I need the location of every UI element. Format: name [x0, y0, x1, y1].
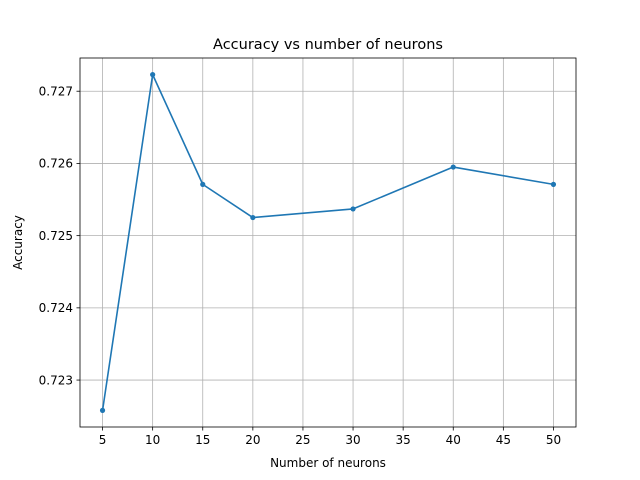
- plot-frame: [79, 57, 577, 428]
- y-tick-label: 0.726: [39, 157, 73, 171]
- x-tick-label: 35: [396, 433, 411, 447]
- x-tick-label: 25: [295, 433, 310, 447]
- x-tick-label: 50: [546, 433, 561, 447]
- data-point: [450, 164, 456, 170]
- x-tick-label: 15: [195, 433, 210, 447]
- x-tick-label: 40: [446, 433, 461, 447]
- y-tick-label: 0.723: [39, 373, 73, 387]
- data-point: [550, 181, 557, 187]
- x-axis: 5 10 15 20 25 30 35 40 45 50: [99, 427, 561, 447]
- data-point: [150, 72, 156, 78]
- chart-title: Accuracy vs number of neurons: [213, 37, 443, 53]
- y-tick-label: 0.724: [39, 301, 73, 315]
- y-tick-label: 0.727: [39, 85, 73, 99]
- data-point: [200, 181, 206, 187]
- grid: [80, 58, 576, 427]
- x-tick-label: 5: [99, 433, 107, 447]
- x-tick-label: 10: [145, 433, 160, 447]
- data-point: [250, 214, 256, 221]
- y-axis: 0.723 0.724 0.725 0.726 0.727: [39, 85, 80, 387]
- data-point: [350, 206, 356, 212]
- y-axis-title: Accuracy: [11, 215, 25, 270]
- data-point: [99, 407, 106, 413]
- y-tick-label: 0.725: [39, 229, 73, 243]
- series-layer: [99, 72, 557, 413]
- x-tick-label: 20: [245, 433, 260, 447]
- x-axis-title: Number of neurons: [270, 456, 386, 470]
- x-tick-label: 30: [345, 433, 360, 447]
- x-tick-label: 45: [496, 433, 511, 447]
